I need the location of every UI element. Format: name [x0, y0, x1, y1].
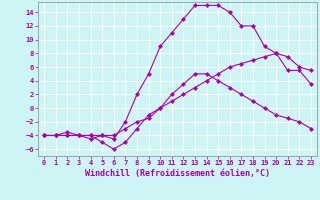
- X-axis label: Windchill (Refroidissement éolien,°C): Windchill (Refroidissement éolien,°C): [85, 169, 270, 178]
